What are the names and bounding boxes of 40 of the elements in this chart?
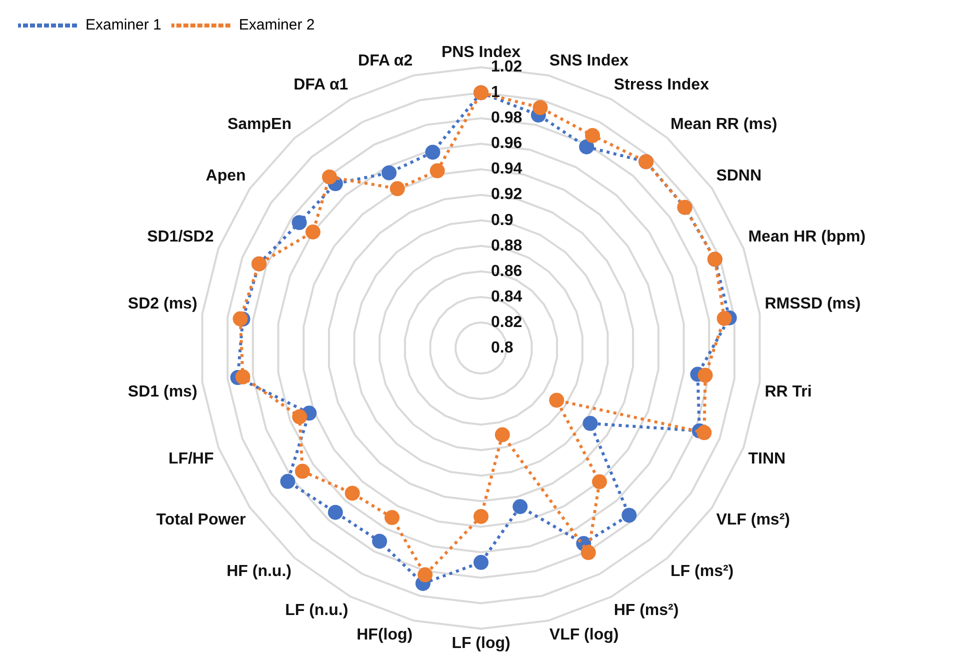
spoke-label: LF/HF [168, 450, 214, 468]
spoke-label: Total Power [156, 511, 246, 528]
spoke-label: Stress Index [614, 76, 710, 94]
y-tick-label: 1 [491, 84, 500, 102]
spoke-label: LF (ms²) [670, 562, 734, 580]
spoke-label: HF (n.u.) [226, 562, 292, 580]
y-tick-label: 0.9 [491, 212, 514, 229]
spoke-label: SD2 (ms) [128, 295, 198, 312]
y-tick-label: 0.8 [491, 339, 514, 356]
spoke-label: SD1/SD2 [147, 228, 214, 246]
spoke-label: LF (n.u.) [285, 602, 348, 620]
y-tick-label: 0.94 [491, 160, 522, 178]
y-tick-label: 0.92 [491, 186, 522, 204]
spoke-label: VLF (ms²) [716, 511, 790, 528]
y-tick-label: 0.82 [491, 314, 522, 331]
legend-label: Examiner 2 [238, 16, 315, 34]
spoke-label: HF (ms²) [614, 602, 679, 620]
spoke-label: DFA α1 [294, 76, 348, 94]
spoke-label: SampEn [227, 116, 292, 133]
spoke-label: Apen [206, 167, 246, 184]
spoke-label: SDNN [716, 167, 762, 184]
spoke-label: PNS Index [441, 44, 521, 62]
spoke-label: SNS Index [549, 52, 629, 70]
y-tick-label: 0.86 [491, 262, 522, 280]
y-tick-label: 0.98 [491, 110, 522, 127]
y-tick-label: 1.02 [491, 58, 522, 76]
y-tick-label: 0.88 [491, 237, 522, 254]
spoke-label: TINN [748, 450, 786, 468]
spoke-label: HF(log) [356, 626, 413, 644]
y-tick-label: 0.96 [491, 135, 522, 152]
spoke-label: DFA α2 [358, 52, 413, 70]
spoke-label: RR Tri [764, 383, 812, 400]
spoke-label: Mean RR (ms) [670, 116, 778, 133]
spoke-label: Mean HR (bpm) [748, 228, 866, 246]
legend-label: Examiner 1 [86, 16, 162, 34]
spoke-label: LF (log) [452, 634, 510, 652]
spoke-label: SD1 (ms) [128, 383, 198, 400]
spoke-label: RMSSD (ms) [764, 295, 861, 312]
spoke-label: VLF (log) [549, 626, 619, 644]
y-tick-label: 0.84 [491, 288, 522, 306]
